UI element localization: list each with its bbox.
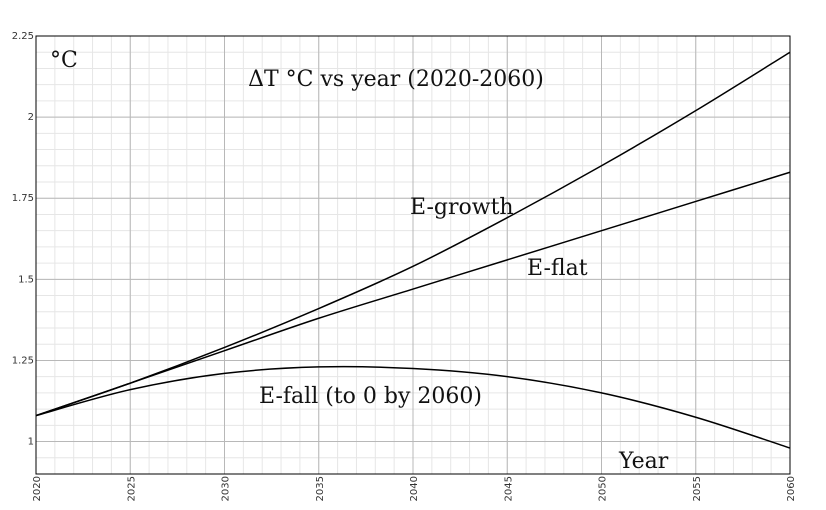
y-tick-label: 1.5 — [18, 274, 34, 285]
series-label-e-flat: E-flat — [527, 256, 588, 281]
x-tick-labels: 2020 2025 2030 2035 2040 2045 2050 2055 2060 — [32, 476, 797, 501]
x-tick-label: 2060 — [786, 476, 797, 501]
x-tick-label: 2030 — [221, 476, 232, 501]
series-layer — [35, 51, 791, 449]
series-line-e-growth — [35, 51, 791, 417]
y-tick-label: 1.75 — [12, 193, 34, 204]
y-tick-label: 1.25 — [12, 355, 34, 366]
series-label-e-growth: E-growth — [410, 195, 514, 220]
x-tick-label: 2035 — [315, 476, 326, 501]
plot-frame — [35, 35, 791, 475]
x-tick-label: 2045 — [503, 476, 514, 501]
y-tick-label: 2 — [28, 112, 34, 123]
y-tick-label: 2.25 — [12, 31, 34, 42]
x-tick-label: 2025 — [126, 476, 137, 501]
y-tick-label: 1 — [28, 437, 34, 448]
x-tick-label: 2020 — [32, 476, 43, 501]
y-axis-label: °C — [50, 48, 78, 73]
y-tick-labels: 1 1.25 1.5 1.75 2 2.25 — [12, 31, 34, 448]
x-axis-label: Year — [618, 449, 669, 474]
chart-title: ΔT °C vs year (2020-2060) — [248, 67, 544, 92]
labels-layer: °C ΔT °C vs year (2020-2060) Year E-grow… — [50, 48, 669, 474]
x-tick-label: 2040 — [409, 476, 420, 501]
series-label-e-fall: E-fall (to 0 by 2060) — [259, 384, 482, 409]
x-tick-label: 2055 — [692, 476, 703, 501]
series-line-e-fall — [35, 365, 791, 449]
x-tick-label: 2050 — [598, 476, 609, 501]
series-line-e-flat — [35, 171, 791, 417]
